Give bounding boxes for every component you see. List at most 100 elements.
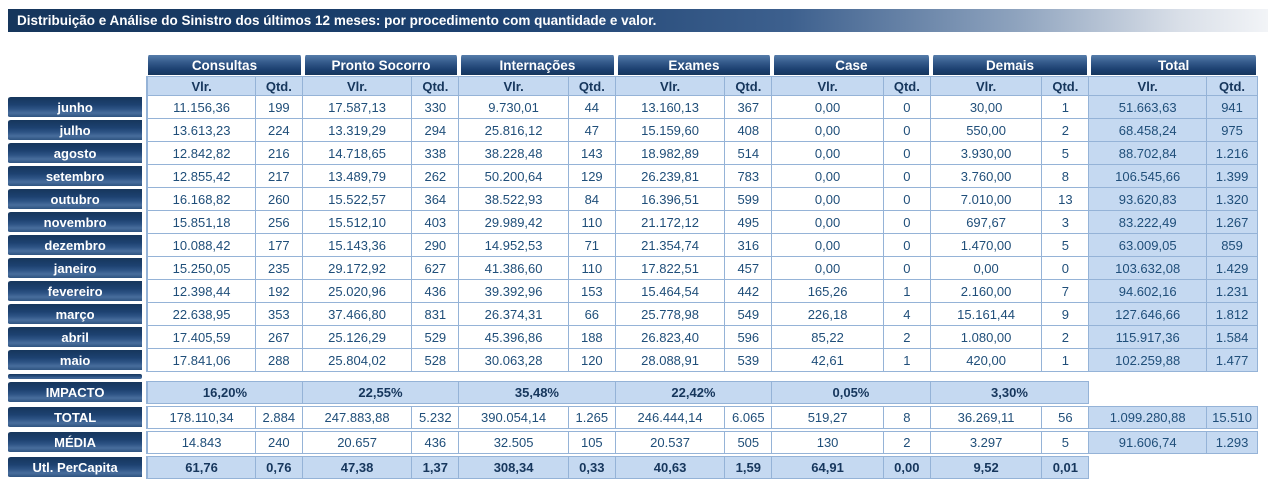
percapita-quantity-cell: 0,76	[255, 456, 303, 479]
month-label: junho	[8, 96, 147, 119]
group-header: Case	[772, 55, 931, 76]
total-value-cell: 178.110,34	[146, 406, 256, 429]
impacto-cell: 22,55%	[302, 381, 460, 404]
value-cell: 102.259,88	[1089, 349, 1208, 372]
media-quantity-cell: 2	[883, 431, 931, 454]
value-cell: 29.172,92	[302, 257, 413, 280]
quantity-cell: 47	[568, 119, 616, 142]
value-cell: 165,26	[772, 280, 884, 303]
percapita-value-cell: 47,38	[302, 456, 413, 479]
value-cell: 38.522,93	[459, 188, 569, 211]
value-cell: 15.512,10	[302, 211, 413, 234]
impacto-cell: 3,30%	[930, 381, 1090, 404]
quantity-cell: 0	[883, 257, 931, 280]
quantity-cell: 290	[412, 234, 460, 257]
total-quantity-cell: 5.232	[412, 406, 460, 429]
subheader-value: Vlr.	[459, 76, 569, 96]
separator-spacer	[146, 372, 1258, 381]
month-label: setembro	[8, 165, 147, 188]
subheader-value: Vlr.	[302, 76, 413, 96]
total-quantity-cell: 2.884	[255, 406, 303, 429]
quantity-cell: 403	[412, 211, 460, 234]
corner-spacer	[8, 76, 146, 96]
quantity-cell: 2	[1042, 326, 1090, 349]
quantity-cell: 44	[568, 96, 616, 119]
percapita-quantity-cell: 1,37	[412, 456, 460, 479]
quantity-cell: 0	[883, 96, 931, 119]
quantity-cell: 217	[255, 165, 303, 188]
value-cell: 10.088,42	[146, 234, 256, 257]
quantity-cell: 1.812	[1207, 303, 1258, 326]
value-cell: 697,67	[930, 211, 1043, 234]
value-cell: 25.816,12	[459, 119, 569, 142]
quantity-cell: 188	[568, 326, 616, 349]
quantity-cell: 316	[725, 234, 773, 257]
month-row: setembro 12.855,42 217 13.489,79 262 50.200,6…	[8, 165, 1258, 188]
quantity-cell: 364	[412, 188, 460, 211]
report-title-bar: Distribuição e Análise do Sinistro dos ú…	[8, 9, 1268, 32]
value-cell: 0,00	[772, 257, 884, 280]
media-value-cell: 20.657	[302, 431, 413, 454]
subheader-value: Vlr.	[1089, 76, 1208, 96]
month-label: abril	[8, 326, 147, 349]
quantity-cell: 110	[568, 257, 616, 280]
month-label: agosto	[8, 142, 147, 165]
quantity-cell: 1	[883, 349, 931, 372]
value-cell: 7.010,00	[930, 188, 1043, 211]
total-label: TOTAL	[8, 406, 147, 429]
subheader-quantity: Qtd.	[568, 76, 616, 96]
month-row: novembro 15.851,18 256 15.512,10 403 29.989,4…	[8, 211, 1258, 234]
value-cell: 0,00	[772, 211, 884, 234]
value-cell: 25.804,02	[302, 349, 413, 372]
group-header: Internações	[459, 55, 616, 76]
quantity-cell: 192	[255, 280, 303, 303]
value-cell: 25.126,29	[302, 326, 413, 349]
quantity-cell: 143	[568, 142, 616, 165]
total-value-cell: 1.099.280,88	[1089, 406, 1208, 429]
quantity-cell: 216	[255, 142, 303, 165]
subheader-value: Vlr.	[146, 76, 256, 96]
value-cell: 0,00	[772, 142, 884, 165]
value-cell: 127.646,66	[1089, 303, 1208, 326]
value-cell: 15.522,57	[302, 188, 413, 211]
quantity-cell: 1.584	[1207, 326, 1258, 349]
media-quantity-cell: 105	[568, 431, 616, 454]
value-cell: 25.020,96	[302, 280, 413, 303]
quantity-cell: 0	[883, 211, 931, 234]
quantity-cell: 0	[883, 165, 931, 188]
subheader-quantity: Qtd.	[883, 76, 931, 96]
quantity-cell: 260	[255, 188, 303, 211]
value-cell: 15.159,60	[615, 119, 726, 142]
value-cell: 25.778,98	[615, 303, 726, 326]
claims-table: Consultas Pronto Socorro Internações Exames…	[8, 55, 1258, 479]
total-value-cell: 246.444,14	[615, 406, 726, 429]
value-cell: 88.702,84	[1089, 142, 1208, 165]
subheader-value: Vlr.	[930, 76, 1043, 96]
value-cell: 12.842,82	[146, 142, 256, 165]
media-quantity-cell: 1.293	[1207, 431, 1258, 454]
quantity-cell: 596	[725, 326, 773, 349]
month-row: abril 17.405,59 267 25.126,29 529 45.396,86 18…	[8, 326, 1258, 349]
subheader-quantity: Qtd.	[1042, 76, 1090, 96]
quantity-cell: 457	[725, 257, 773, 280]
value-cell: 15.161,44	[930, 303, 1043, 326]
quantity-cell: 1	[883, 280, 931, 303]
percapita-value-cell: 9,52	[930, 456, 1043, 479]
impacto-cell: 35,48%	[459, 381, 616, 404]
quantity-cell: 1.399	[1207, 165, 1258, 188]
value-cell: 550,00	[930, 119, 1043, 142]
impacto-cell: 0,05%	[772, 381, 931, 404]
quantity-cell: 1.216	[1207, 142, 1258, 165]
quantity-cell: 288	[255, 349, 303, 372]
quantity-cell: 256	[255, 211, 303, 234]
report-title-text: Distribuição e Análise do Sinistro dos ú…	[17, 13, 657, 28]
quantity-cell: 539	[725, 349, 773, 372]
impacto-cell: 16,20%	[146, 381, 303, 404]
quantity-cell: 1.267	[1207, 211, 1258, 234]
value-cell: 13.160,13	[615, 96, 726, 119]
month-label: novembro	[8, 211, 147, 234]
quantity-cell: 783	[725, 165, 773, 188]
subheader-value: Vlr.	[615, 76, 726, 96]
group-header: Total	[1089, 55, 1258, 76]
value-cell: 22.638,95	[146, 303, 256, 326]
